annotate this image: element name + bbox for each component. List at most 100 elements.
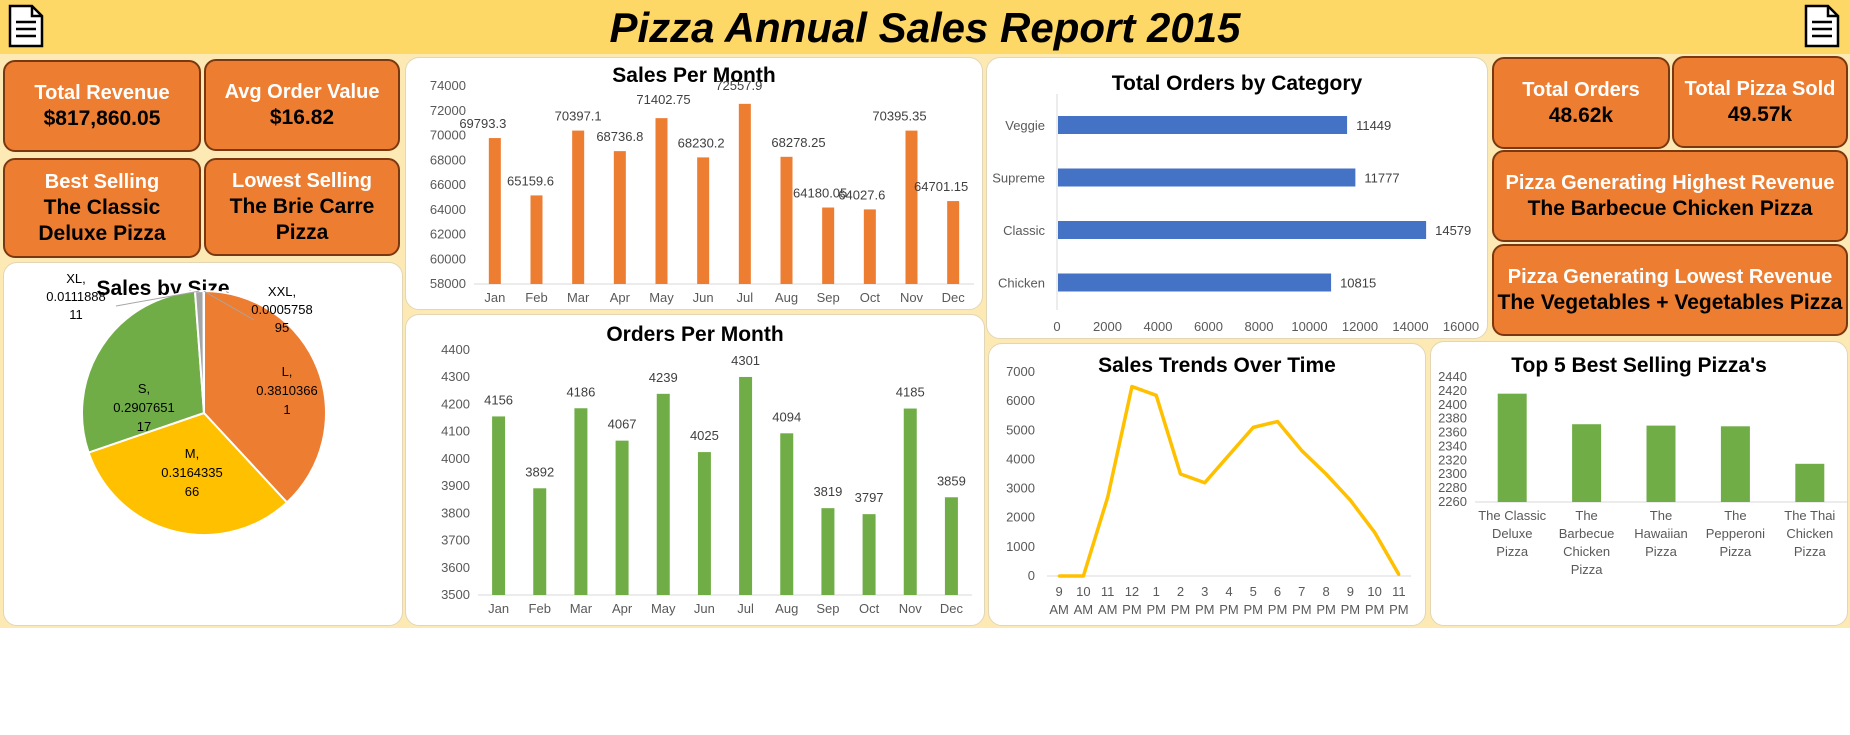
y-tick-label: 3000 (1006, 481, 1035, 496)
x-tick-label: Nov (899, 601, 923, 616)
y-tick-label: 4300 (441, 369, 470, 384)
leader-line (203, 290, 255, 321)
data-label: 3859 (937, 473, 966, 488)
x-tick-label: Sep (816, 601, 839, 616)
leader-line (115, 290, 200, 307)
y-tick-label: 2300 (1438, 466, 1467, 481)
y-tick-label: Classic (1003, 223, 1045, 238)
data-label: 11777 (1364, 171, 1399, 186)
y-tick-label: 66000 (430, 177, 466, 192)
data-label: 4156 (484, 392, 513, 407)
x-tick-label: PM (1195, 602, 1215, 617)
data-label: 10815 (1340, 276, 1376, 291)
kpi-value: The Classic (43, 196, 161, 219)
bar-chart: 58000 60000 62000 64000 66000 68000 70000 72000… (430, 78, 974, 305)
kpi-best-selling: Best Selling The Classic Deluxe Pizza (3, 158, 201, 258)
x-tick-label: 10 (1367, 584, 1381, 599)
x-tick-label: Jan (488, 601, 509, 616)
data-label: 4067 (608, 417, 637, 432)
bar (1720, 426, 1750, 502)
x-tick-label: 9 (1347, 584, 1354, 599)
kpi-value: 49.57k (1727, 103, 1793, 126)
y-tick-label: 2440 (1438, 369, 1467, 384)
x-tick-label: Sep (817, 290, 840, 305)
data-label: 11449 (1356, 118, 1391, 133)
x-tick-label: PM (1219, 602, 1239, 617)
bar (1058, 221, 1427, 239)
x-tick-label: The Classic (1478, 508, 1546, 523)
pie-slice (203, 289, 327, 504)
data-point (1276, 420, 1280, 424)
y-tick-label: 4400 (441, 342, 470, 357)
x-tick-label: The Thai (1784, 508, 1835, 523)
panel-sales-by-size: Sales by Size L, 0.3810366 1 M, 0.3164335 66 S… (3, 262, 403, 626)
x-tick-label: 5 (1250, 584, 1257, 599)
bar (947, 201, 960, 284)
bar (739, 376, 753, 595)
x-tick-label: Jan (484, 290, 505, 305)
data-label: 4239 (649, 370, 678, 385)
y-tick-label: 2400 (1438, 397, 1467, 412)
x-tick-label: Aug (775, 290, 798, 305)
bar (488, 138, 501, 284)
y-tick-label: 2380 (1438, 411, 1467, 426)
chart-title: Total Orders by Category (1111, 72, 1363, 95)
x-tick-label: May (649, 290, 674, 305)
kpi-label: Best Selling (44, 171, 160, 193)
kpi-value: 48.62k (1548, 104, 1614, 127)
data-point (1251, 425, 1255, 429)
x-tick-label: AM (1074, 602, 1094, 617)
data-label: 3819 (813, 484, 842, 499)
x-tick-label: 3 (1201, 584, 1208, 599)
x-tick-label: Oct (859, 601, 880, 616)
y-tick-label: 2280 (1438, 480, 1467, 495)
bar (613, 151, 626, 284)
pie-slice (87, 411, 289, 536)
y-tick-label: 3800 (441, 505, 470, 520)
bar-chart: 3500 3600 3700 3800 3900 4000 4100 4200 4300 4400… (441, 342, 972, 616)
kpi-lowest-revenue-pizza: Pizza Generating Lowest Revenue The Vege… (1492, 244, 1848, 336)
x-tick-label: 4000 (1144, 319, 1173, 334)
kpi-value: The Vegetables + Vegetables Pizza (1497, 291, 1843, 314)
kpi-label: Pizza Generating Lowest Revenue (1507, 266, 1833, 288)
kpi-value: The Brie Carre (229, 195, 375, 218)
x-tick-label: PM (1365, 602, 1385, 617)
kpi-label: Pizza Generating Highest Revenue (1505, 172, 1835, 194)
pie-data-label: 11 (69, 307, 83, 322)
x-tick-label: Dec (940, 601, 964, 616)
kpi-value: Pizza (275, 221, 329, 244)
x-tick-label: Dec (942, 290, 966, 305)
y-tick-label: 60000 (430, 251, 466, 266)
y-tick-label: 2000 (1006, 510, 1035, 525)
x-tick-label: 14000 (1392, 319, 1428, 334)
y-tick-label: 2420 (1438, 383, 1467, 398)
dashboard: Pizza Annual Sales Report 2015 Total Rev… (0, 0, 1850, 628)
bar (1795, 463, 1825, 502)
document-icon (1804, 4, 1840, 48)
bar (530, 195, 543, 284)
bar (1572, 424, 1602, 502)
x-tick-label: 2 (1177, 584, 1184, 599)
kpi-value: Deluxe Pizza (38, 222, 166, 245)
x-tick-label: Apr (610, 290, 631, 305)
bar (697, 157, 710, 284)
pie-data-label: 66 (185, 484, 199, 499)
bar (655, 118, 668, 285)
x-tick-label: 2000 (1093, 319, 1122, 334)
bar-chart: 2260228023002320234023602380240024202440… (1438, 369, 1847, 577)
data-label: 70395.35 (872, 109, 926, 124)
pie-data-label: 0.2907651 (113, 400, 174, 415)
panel-sales-per-month: Sales Per Month 58000 60000 62000 64000 6600… (405, 57, 983, 310)
kpi-total-pizza-sold: Total Pizza Sold 49.57k (1672, 56, 1848, 148)
data-point (1397, 573, 1401, 577)
x-tick-label: 1 (1153, 584, 1160, 599)
x-tick-label: PM (1292, 602, 1312, 617)
x-tick-label: Jun (694, 601, 715, 616)
bar (697, 452, 711, 595)
y-tick-label: 3700 (441, 533, 470, 548)
x-tick-label: Jun (693, 290, 714, 305)
y-tick-label: 74000 (430, 78, 466, 93)
x-tick-label: 6 (1274, 584, 1281, 599)
data-point (1373, 530, 1377, 534)
bar (905, 130, 918, 284)
